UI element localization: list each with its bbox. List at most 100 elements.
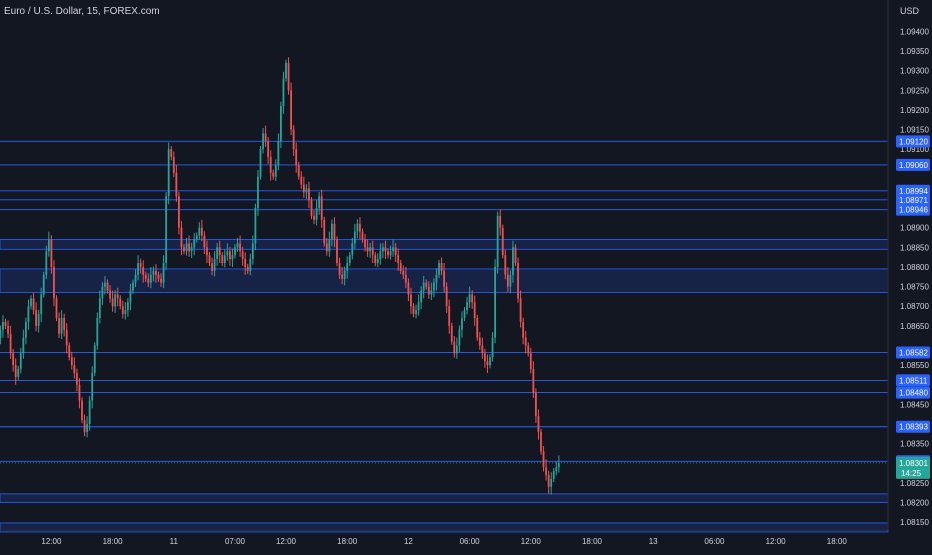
- candle-body-101: [236, 243, 239, 248]
- candle-body-95: [221, 255, 224, 264]
- candle-body-105: [246, 266, 249, 271]
- candle-body-209: [512, 247, 514, 275]
- candle-body-56: [121, 306, 124, 315]
- time-tick-label-6: 12: [404, 537, 413, 546]
- candles-layer: [0, 57, 560, 495]
- candle-body-31: [58, 318, 60, 334]
- candle-body-55: [119, 298, 122, 307]
- candle-body-203: [496, 215, 499, 267]
- candle-body-54: [116, 294, 119, 299]
- candle-body-34: [65, 329, 68, 346]
- candle-body-186: [453, 341, 456, 354]
- candle-body-181: [440, 263, 443, 271]
- candle-body-77: [175, 172, 178, 197]
- candle-body-111: [262, 133, 264, 150]
- price-axis[interactable]: 1.09400 1.09350 1.09300 1.09250 1.09200 1.091…: [900, 27, 929, 527]
- countdown-label: 14:25: [901, 469, 922, 478]
- candle-body-82: [188, 243, 190, 252]
- level-label-bg-1: [896, 158, 930, 171]
- candle-body-94: [218, 247, 221, 256]
- price-tick-label-16: 1.08250: [900, 479, 929, 488]
- price-tick-label-17: 1.08200: [900, 499, 929, 508]
- candle-body-106: [249, 259, 252, 271]
- candle-body-74: [167, 149, 170, 197]
- candle-body-59: [129, 290, 132, 303]
- price-tick-label-11: 1.08700: [900, 302, 929, 311]
- candle-body-164: [397, 255, 400, 264]
- candle-body-128: [305, 188, 308, 193]
- candle-body-202: [494, 266, 496, 338]
- candle-body-204: [499, 215, 502, 228]
- candle-body-64: [142, 266, 145, 275]
- candle-body-43: [88, 400, 91, 424]
- time-axis[interactable]: 12:00 18:00 11 07:00 12:00 18:00 12 06:00 12:00 1…: [41, 537, 847, 546]
- candle-body-20: [30, 298, 32, 307]
- candle-body-207: [506, 274, 509, 287]
- candle-body-140: [336, 239, 338, 264]
- current-price-badge: [896, 456, 930, 479]
- candle-body-61: [134, 274, 137, 283]
- candle-body-72: [162, 263, 165, 283]
- level-label-bg-6: [896, 374, 930, 387]
- candle-body-38: [76, 372, 78, 385]
- candle-body-40: [81, 400, 83, 421]
- level-label-bg-3: [896, 193, 930, 206]
- candle-body-150: [361, 231, 364, 240]
- candle-body-63: [139, 263, 142, 267]
- candle-body-109: [257, 176, 259, 209]
- candle-body-141: [338, 263, 341, 275]
- candle-body-69: [155, 270, 157, 275]
- candle-body-120: [285, 62, 287, 79]
- candle-body-155: [374, 255, 377, 264]
- price-tick-label-7: 1.08900: [900, 224, 929, 233]
- candle-body-162: [392, 247, 394, 252]
- candle-body-125: [297, 164, 300, 177]
- candle-body-222: [545, 467, 547, 476]
- candle-body-133: [318, 196, 321, 209]
- level-label-6: 1.08511: [899, 376, 928, 385]
- candle-body-167: [404, 274, 407, 283]
- candle-body-172: [417, 302, 420, 311]
- candle-body-14: [14, 365, 17, 377]
- level-label-3: 1.08971: [899, 196, 928, 205]
- candle-body-159: [384, 247, 387, 252]
- candle-body-165: [399, 263, 402, 271]
- candle-body-99: [231, 255, 234, 260]
- candle-body-37: [73, 365, 76, 373]
- time-tick-label-9: 18:00: [582, 537, 603, 546]
- zone-2: [0, 493, 889, 503]
- candle-body-49: [104, 282, 106, 287]
- candle-body-33: [63, 318, 66, 330]
- candle-body-91: [211, 263, 213, 271]
- price-tick-label-6: 1.09100: [900, 145, 929, 154]
- candle-body-176: [427, 286, 430, 295]
- time-tick-label-10: 13: [649, 537, 658, 546]
- candle-body-127: [302, 184, 305, 193]
- candle-body-85: [195, 235, 198, 240]
- candle-body-121: [287, 62, 290, 91]
- candle-body-10: [4, 321, 7, 326]
- candle-body-8: [0, 329, 2, 338]
- candle-body-143: [343, 270, 346, 279]
- candle-body-119: [282, 78, 285, 106]
- time-tick-label-13: 18:00: [827, 537, 848, 546]
- candle-body-213: [522, 321, 525, 338]
- candle-body-44: [91, 372, 94, 401]
- candle-body-71: [160, 278, 162, 283]
- candle-body-144: [346, 263, 349, 271]
- time-tick-label-7: 06:00: [460, 537, 481, 546]
- candle-body-51: [109, 290, 111, 299]
- candle-body-175: [425, 282, 428, 287]
- candle-body-126: [300, 176, 303, 185]
- candle-body-135: [323, 219, 326, 244]
- candle-body-156: [376, 259, 379, 264]
- candle-body-53: [114, 294, 117, 307]
- candle-body-29: [53, 266, 55, 299]
- candle-body-187: [455, 345, 458, 354]
- candle-body-110: [259, 149, 262, 177]
- candle-body-168: [407, 282, 410, 295]
- candle-body-219: [537, 416, 540, 432]
- price-tick-label-13: 1.08550: [900, 361, 929, 370]
